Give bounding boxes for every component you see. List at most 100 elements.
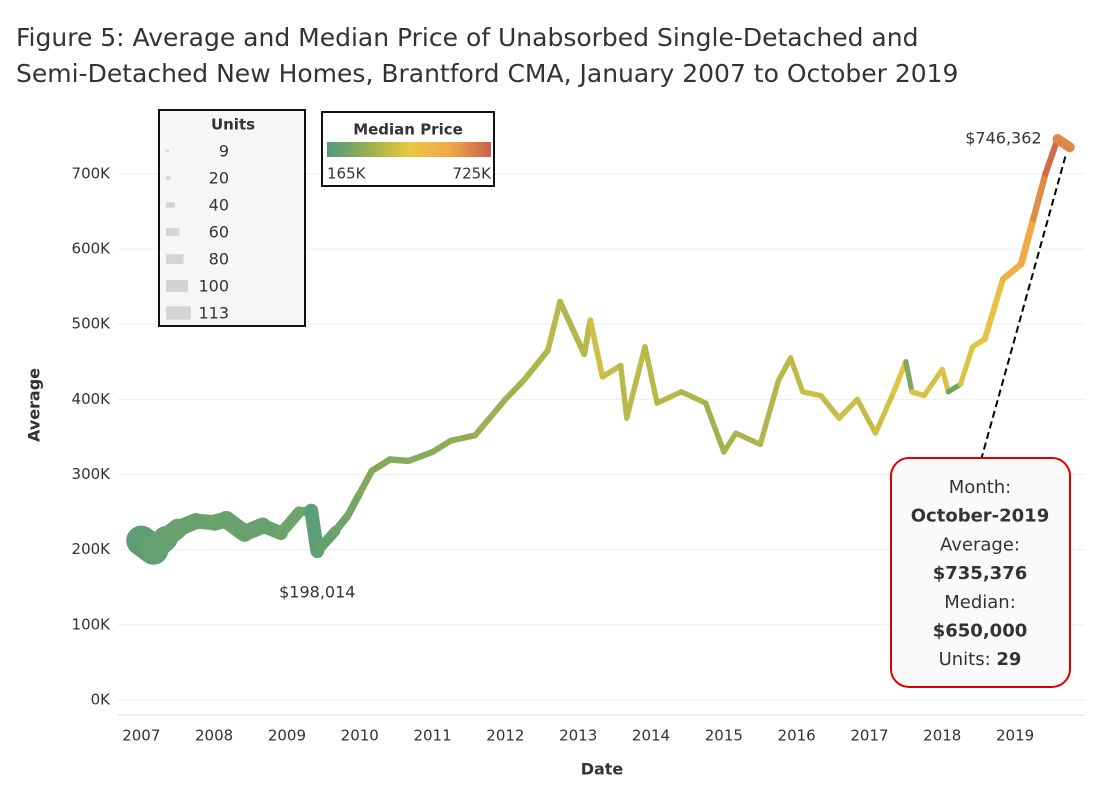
line-segment — [1017, 215, 1037, 268]
legend-swatch — [166, 306, 191, 320]
line-segment — [472, 396, 509, 439]
tooltip-text: Month: — [949, 477, 1011, 498]
line-segment — [757, 377, 782, 448]
line-segment — [678, 389, 709, 406]
x-tick-label: 2010 — [341, 727, 379, 745]
chart-title: Semi-Detached New Homes, Brantford CMA, … — [16, 59, 958, 88]
line-segment — [405, 448, 436, 465]
legend-label: 165K — [327, 165, 367, 183]
line-segment — [818, 392, 842, 421]
x-tick-label: 2014 — [632, 727, 670, 745]
tooltip-text: $735,376 — [933, 563, 1028, 584]
x-tick-label: 2015 — [705, 727, 743, 745]
legend-label: 80 — [209, 250, 229, 269]
line-segment — [903, 359, 915, 395]
tooltip-text: 29 — [996, 649, 1021, 670]
line-segment — [654, 389, 685, 406]
line-segment — [312, 525, 341, 557]
line-segment — [800, 389, 824, 399]
line-segment — [921, 366, 945, 399]
y-tick-label: 500K — [72, 315, 112, 333]
line-segment — [520, 347, 551, 384]
line-segment — [429, 437, 454, 456]
legend-swatch — [166, 254, 184, 264]
line-segment — [447, 432, 479, 444]
line-segment — [957, 344, 976, 387]
y-tick-label: 700K — [72, 164, 112, 182]
y-tick-label: 0K — [91, 690, 112, 708]
line-segment — [891, 359, 909, 395]
line-segment — [356, 467, 376, 497]
line-segment — [275, 506, 305, 539]
line-segment — [787, 355, 806, 395]
tooltip-line: $735,376 — [933, 563, 1028, 584]
line-segment — [939, 366, 951, 395]
tooltip-line: October-2019 — [911, 506, 1049, 527]
line-segment — [642, 344, 660, 406]
tooltip-text: Units: — [939, 649, 997, 670]
x-tick-label: 2017 — [850, 727, 888, 745]
line-segment — [557, 298, 588, 358]
legend-label: 20 — [209, 169, 229, 188]
y-tick-label: 200K — [72, 540, 112, 558]
line-segment — [999, 260, 1025, 283]
y-tick-label: 600K — [72, 240, 112, 258]
tooltip-line: Units: 29 — [939, 649, 1022, 670]
line-segment — [617, 362, 630, 421]
tooltip-line: $650,000 — [933, 621, 1028, 642]
line-segment — [624, 344, 648, 421]
legend-box — [158, 109, 306, 327]
tooltip-text: $650,000 — [933, 621, 1028, 642]
legend-label: 113 — [198, 304, 229, 323]
line-segment — [854, 396, 879, 436]
y-axis-label: Average — [25, 368, 44, 442]
y-tick-label: 100K — [72, 615, 112, 633]
x-axis-label: Date — [581, 760, 624, 779]
x-tick-label: 2007 — [122, 727, 160, 745]
line-segment — [368, 456, 394, 475]
line-segment — [872, 389, 897, 436]
x-tick-label: 2008 — [195, 727, 233, 745]
x-tick-label: 2018 — [923, 727, 961, 745]
line-segment — [1052, 134, 1075, 153]
y-tick-label: 400K — [72, 390, 112, 408]
tooltip-line: Average: — [940, 534, 1020, 555]
x-tick-label: 2012 — [486, 727, 524, 745]
line-segment — [775, 355, 794, 384]
line-segment — [981, 276, 1006, 343]
line-segment — [502, 377, 527, 403]
legend-label: 9 — [219, 142, 229, 161]
x-tick-label: 2016 — [778, 727, 816, 745]
line-segment — [599, 362, 624, 380]
tooltip-text: Median: — [944, 592, 1016, 613]
line-segment — [836, 396, 861, 421]
tooltip-box — [890, 457, 1071, 688]
legend-swatch — [166, 149, 169, 153]
line-segment — [1030, 170, 1049, 223]
legend-swatch — [166, 176, 171, 180]
line-segment — [587, 317, 606, 380]
chart-title: Figure 5: Average and Median Price of Un… — [16, 23, 918, 52]
legend-swatch — [166, 202, 175, 208]
line-segment — [1042, 135, 1061, 177]
line-segment — [721, 430, 739, 455]
line-segment — [733, 430, 763, 448]
line-segment — [304, 503, 325, 559]
tooltip-line: Median: — [944, 592, 1016, 613]
legend-title: Median Price — [353, 121, 463, 139]
legend-label: 100 — [198, 277, 229, 296]
tooltip-text: Average: — [940, 534, 1020, 555]
tooltip-text: October-2019 — [911, 506, 1049, 527]
line-segment — [702, 400, 727, 455]
x-tick-label: 2013 — [559, 727, 597, 745]
x-tick-label: 2011 — [413, 727, 451, 745]
legend-title: Units — [211, 116, 255, 134]
legend-label: 725K — [453, 165, 493, 183]
tooltip-pointer — [980, 155, 1067, 461]
x-tick-label: 2019 — [996, 727, 1034, 745]
legend-label: 40 — [209, 196, 229, 215]
tooltip-line: Month: — [949, 477, 1011, 498]
line-segment — [545, 298, 563, 354]
